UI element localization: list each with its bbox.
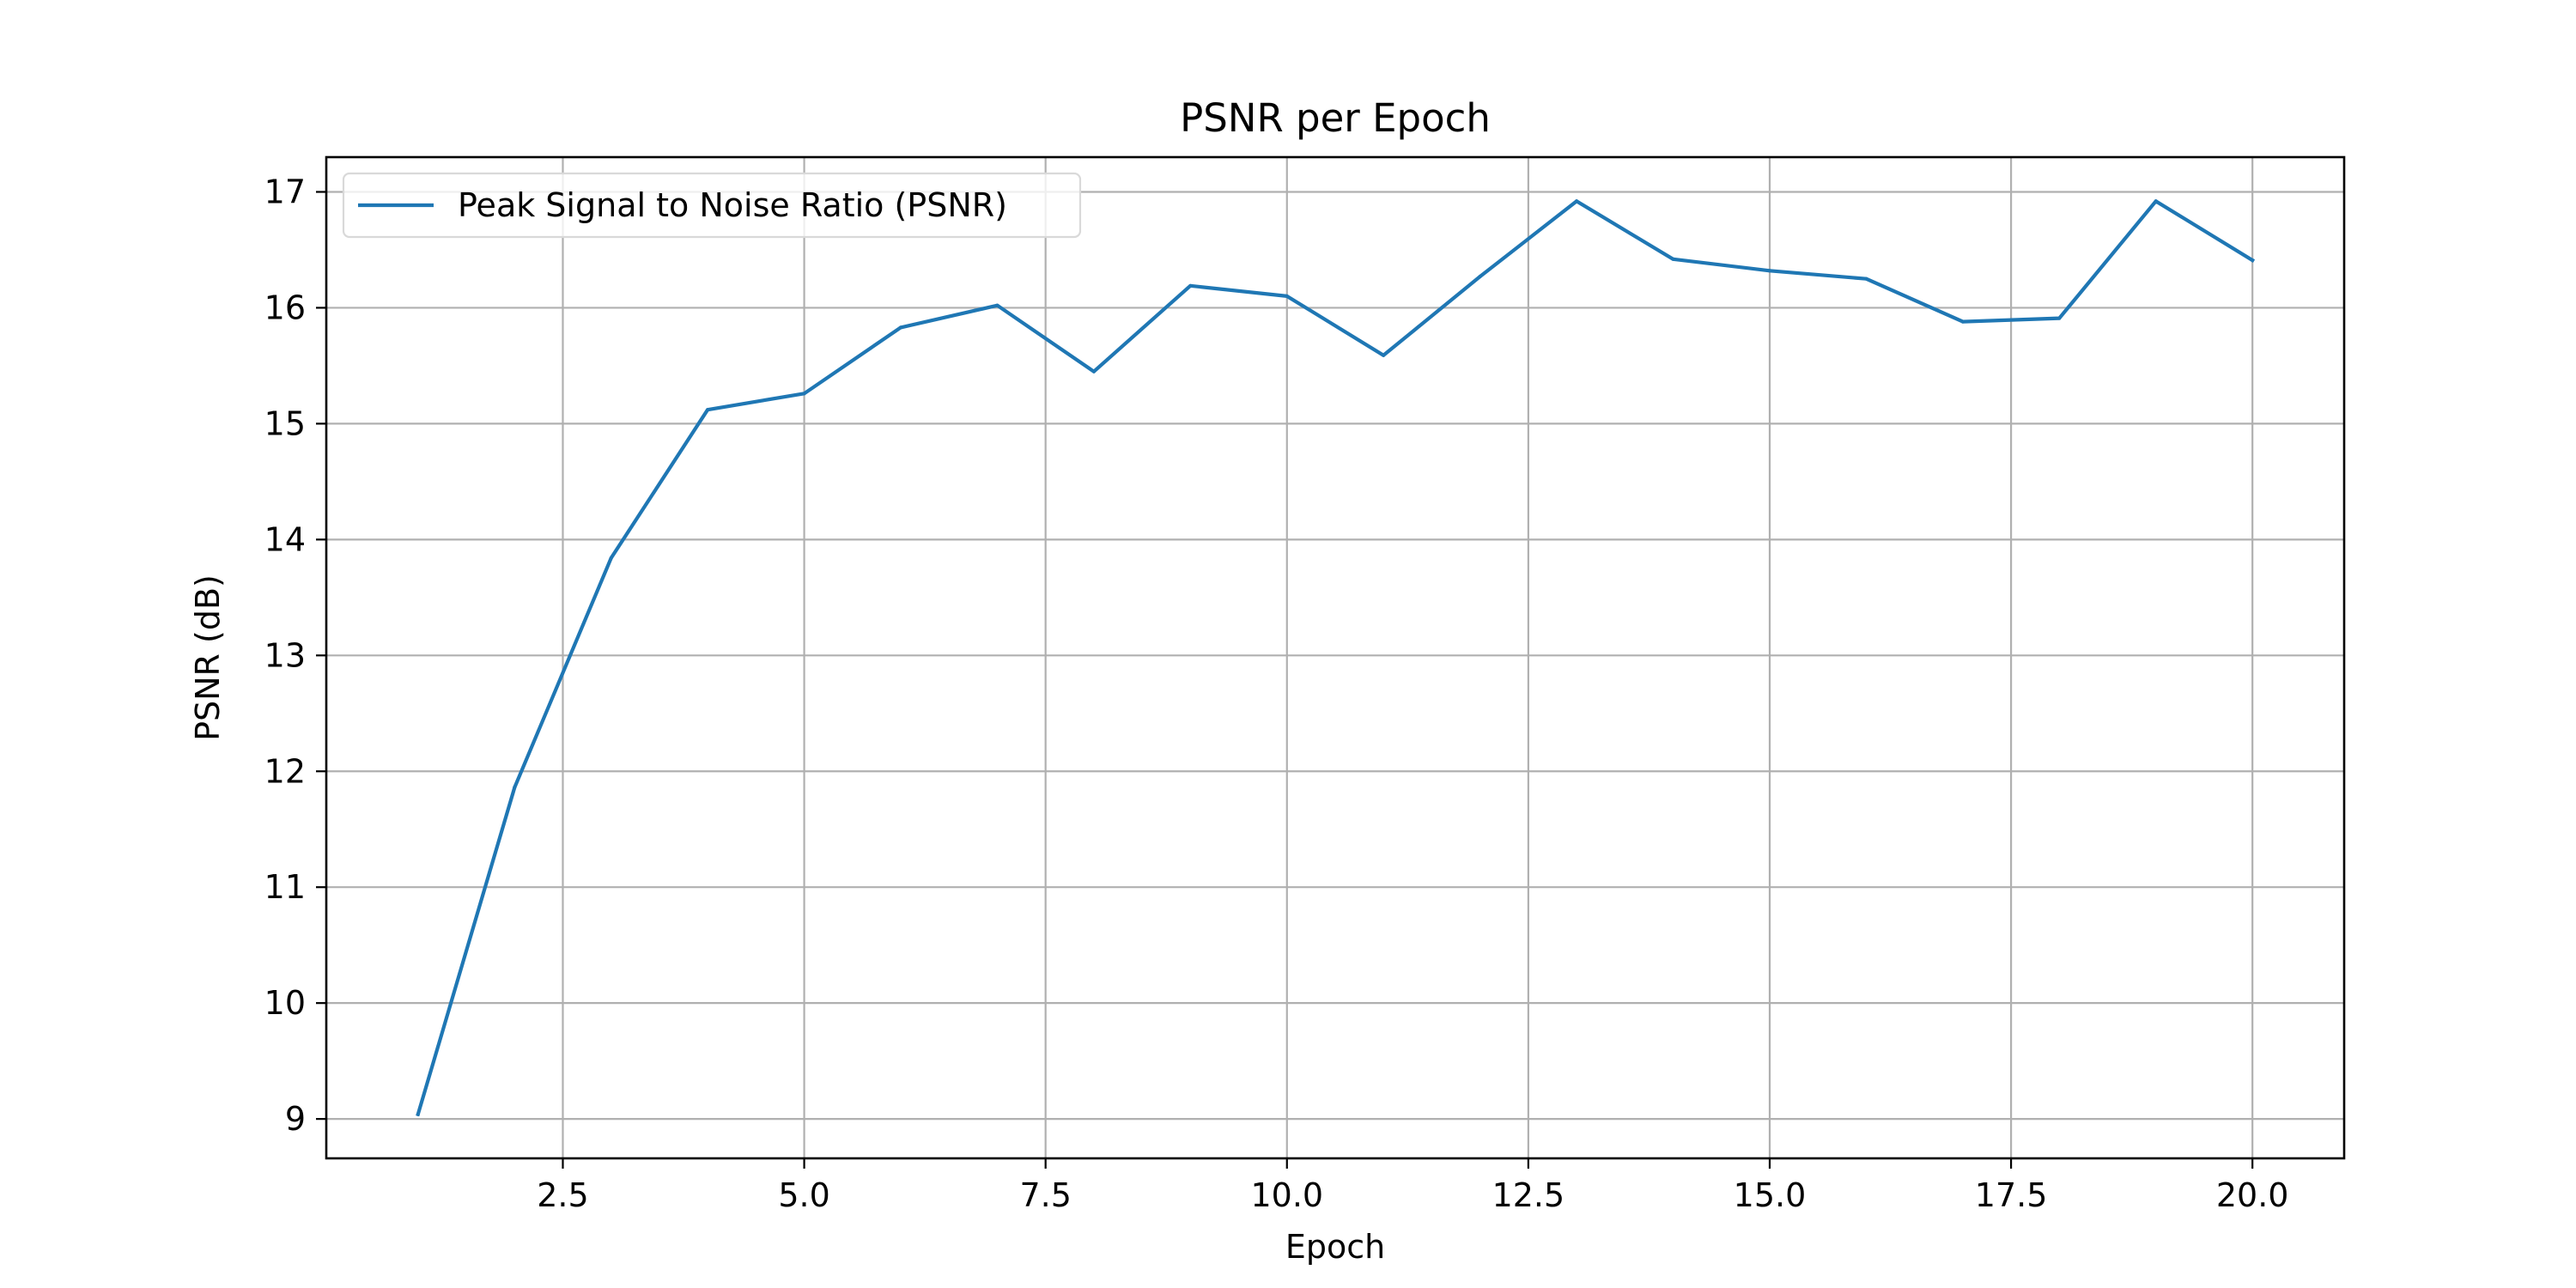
x-tick-label: 20.0 (2216, 1176, 2289, 1214)
x-tick-label: 17.5 (1975, 1176, 2048, 1214)
data-point (995, 303, 999, 307)
data-point (2154, 199, 2158, 204)
data-point (2057, 316, 2062, 320)
data-point (802, 392, 806, 396)
data-point (1575, 199, 1579, 204)
data-point (1767, 269, 1772, 273)
data-point (609, 556, 613, 561)
axes-frame (325, 155, 2346, 1160)
data-point (2251, 258, 2255, 263)
x-tick-label: 10.0 (1250, 1176, 1323, 1214)
series-layer (416, 199, 2256, 1117)
data-point (1478, 274, 1482, 279)
data-point (898, 325, 903, 330)
grid-layer (326, 157, 2344, 1158)
data-point (1864, 276, 1868, 281)
data-point (1960, 319, 1965, 324)
data-point (1285, 294, 1289, 299)
y-tick-label: 10 (264, 984, 306, 1022)
legend: Peak Signal to Noise Ratio (PSNR) (342, 172, 1082, 239)
y-tick-label: 9 (285, 1100, 306, 1138)
legend-box (342, 172, 1082, 239)
y-tick-label: 11 (264, 868, 306, 906)
series-line (416, 199, 2256, 1117)
y-tick-label: 16 (264, 289, 306, 326)
data-point (1188, 283, 1193, 288)
x-axis-label: Epoch (1285, 1228, 1385, 1266)
ticks-layer: 2.5 5.0 7.5 10.0 12.5 15.0 17.5 20.0 9 10 11 12 13 14… (264, 173, 2289, 1214)
y-axis-label: PSNR (dB) (189, 574, 227, 741)
y-tick-label: 15 (264, 404, 306, 442)
x-tick-label: 2.5 (537, 1176, 588, 1214)
y-tick-label: 12 (264, 752, 306, 790)
x-tick-label: 7.5 (1019, 1176, 1071, 1214)
data-point (1382, 353, 1386, 357)
data-point (416, 1112, 420, 1116)
data-point (513, 786, 517, 790)
x-tick-label: 5.0 (778, 1176, 829, 1214)
legend-label: Peak Signal to Noise Ratio (PSNR) (458, 186, 1007, 224)
x-tick-label: 12.5 (1492, 1176, 1565, 1214)
y-tick-label: 17 (264, 173, 306, 210)
y-tick-label: 14 (264, 520, 306, 558)
chart-title: PSNR per Epoch (1180, 95, 1491, 141)
data-point (1091, 369, 1096, 374)
y-tick-label: 13 (264, 636, 306, 674)
data-point (706, 408, 710, 412)
data-point (1671, 257, 1675, 261)
x-tick-label: 15.0 (1734, 1176, 1807, 1214)
